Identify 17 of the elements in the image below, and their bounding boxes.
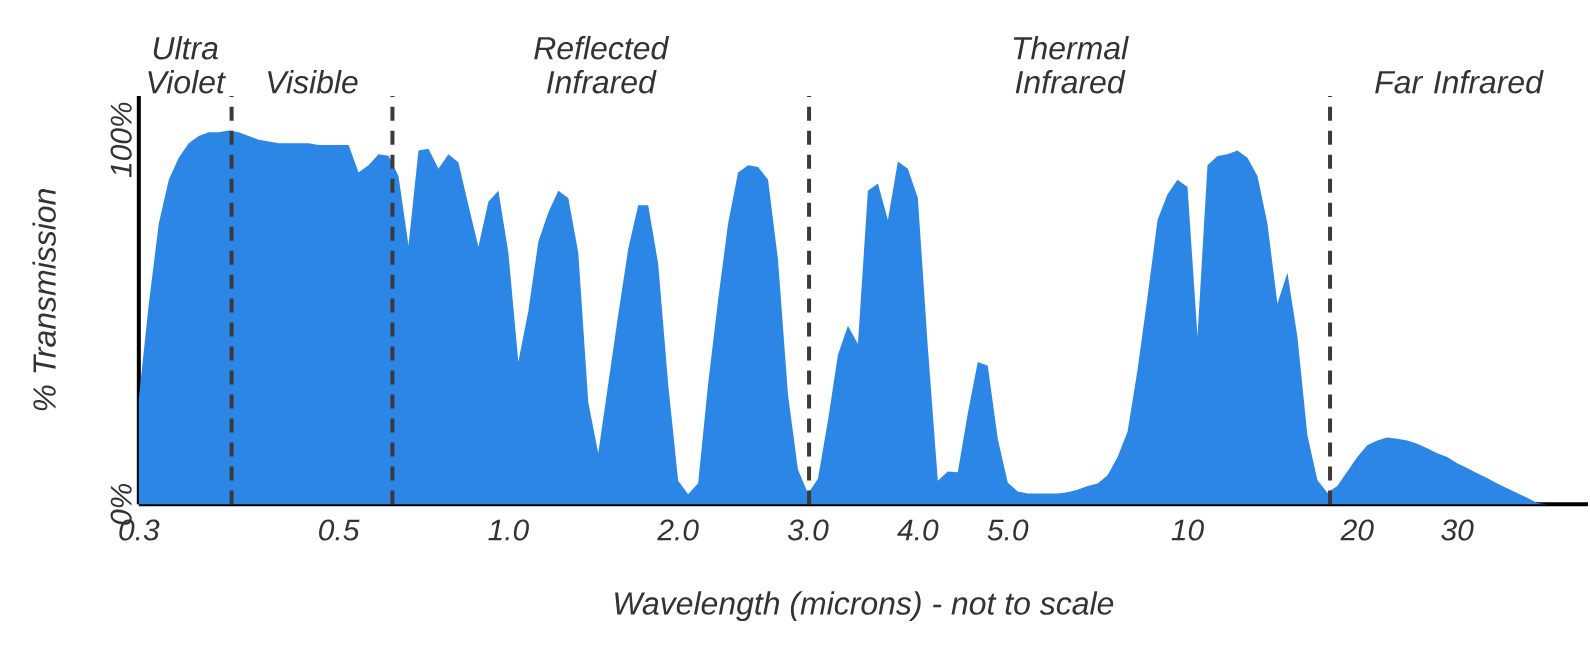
x-tick-label: 30 (1441, 519, 1474, 541)
text: Ultra Violet (148, 35, 226, 94)
x-tick-label: 5.0 (987, 519, 1029, 541)
x-tick-label: 3.0 (787, 519, 829, 541)
y-tick-label: 100% (110, 102, 132, 178)
x-tick-label: 20 (1340, 519, 1374, 541)
text: Reflected Infrared (534, 35, 670, 94)
text: Visible (267, 69, 358, 94)
x-tick-label: 2.0 (657, 519, 699, 541)
text: Far Infrared (1375, 69, 1544, 94)
x-tick-label: 0.5 (319, 519, 360, 541)
x-tick-label: 10 (1171, 519, 1204, 541)
x-tick-label: 4.0 (897, 519, 939, 541)
x-tick-label: 1.0 (488, 519, 529, 541)
x-axis-title: Wavelength (microns) - not to scale (615, 591, 1114, 622)
y-axis-title: % Transmission (32, 189, 56, 411)
text: Thermal Infrared (1013, 35, 1129, 94)
